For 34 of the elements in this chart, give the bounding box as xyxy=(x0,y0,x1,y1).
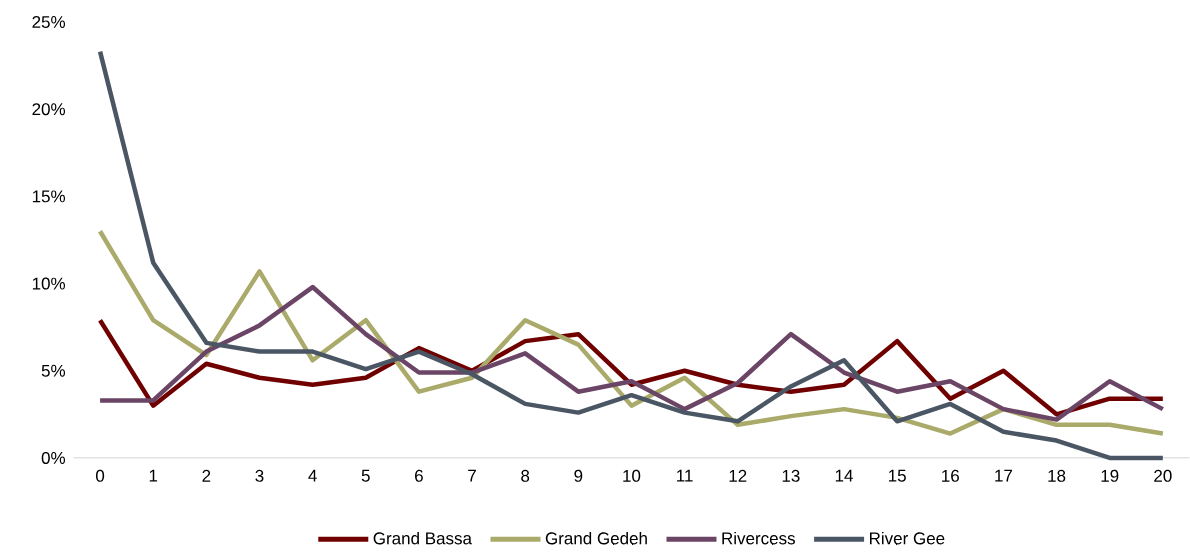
x-tick-label: 17 xyxy=(995,469,1013,482)
x-tick-label: 20 xyxy=(1154,469,1172,482)
y-tick-label: 20% xyxy=(32,103,66,116)
legend-label: River Gee xyxy=(869,531,945,545)
legend-label: Grand Gedeh xyxy=(545,531,647,545)
y-tick-label: 0% xyxy=(41,451,66,464)
x-tick-label: 11 xyxy=(677,469,693,482)
y-tick-label: 15% xyxy=(32,190,66,203)
x-tick-label: 14 xyxy=(835,469,853,482)
x-tick-label: 19 xyxy=(1101,469,1119,482)
x-tick-label: 10 xyxy=(623,469,641,482)
y-tick-label: 25% xyxy=(32,15,66,29)
y-tick-label: 5% xyxy=(41,364,66,377)
line-series xyxy=(97,284,1166,422)
x-tick-label: 8 xyxy=(521,469,530,482)
x-tick-label: 7 xyxy=(468,469,476,482)
y-tick-label: 10% xyxy=(32,277,66,290)
x-tick-label: 13 xyxy=(782,469,800,482)
x-tick-label: 1 xyxy=(149,469,158,482)
x-tick-label: 18 xyxy=(1048,469,1066,482)
legend-label: Grand Bassa xyxy=(373,531,472,545)
x-tick-label: 9 xyxy=(574,469,583,482)
legend-label: Rivercess xyxy=(722,531,795,545)
x-tick-label: 12 xyxy=(729,469,747,482)
x-tick-label: 6 xyxy=(415,469,423,482)
line-series xyxy=(97,49,1166,461)
x-tick-label: 3 xyxy=(255,469,264,482)
x-tick-label: 4 xyxy=(308,469,317,482)
x-tick-label: 16 xyxy=(942,469,959,482)
x-tick-label: 0 xyxy=(96,469,105,482)
x-tick-label: 5 xyxy=(361,469,370,482)
x-tick-label: 15 xyxy=(888,469,906,482)
line-series xyxy=(97,317,1166,417)
x-tick-label: 2 xyxy=(202,469,211,482)
